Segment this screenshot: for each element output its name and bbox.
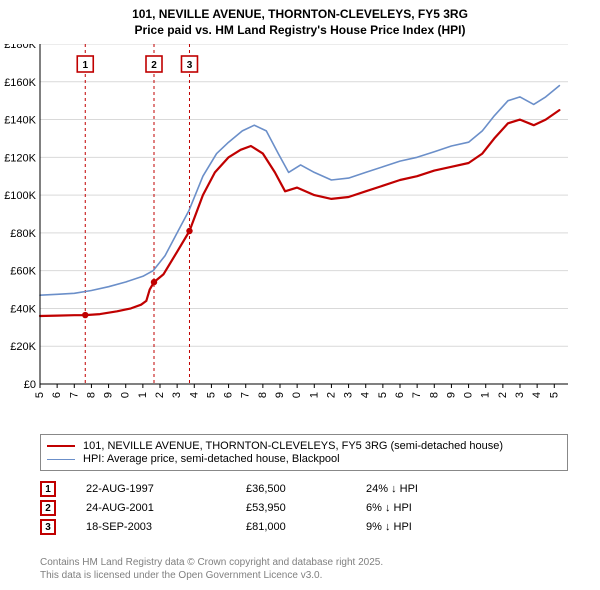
svg-text:3: 3	[187, 60, 193, 71]
svg-text:2: 2	[151, 60, 157, 71]
sale-price: £36,500	[246, 483, 366, 495]
svg-text:2025: 2025	[548, 392, 560, 398]
svg-text:2009: 2009	[274, 392, 286, 398]
sale-marker: 2	[40, 500, 56, 516]
svg-text:1995: 1995	[34, 392, 46, 398]
svg-text:2010: 2010	[291, 392, 303, 398]
svg-text:2020: 2020	[463, 392, 475, 398]
svg-text:2023: 2023	[514, 392, 526, 398]
title-line1: 101, NEVILLE AVENUE, THORNTON-CLEVELEYS,…	[0, 6, 600, 22]
svg-text:£0: £0	[24, 379, 36, 391]
legend-row: 101, NEVILLE AVENUE, THORNTON-CLEVELEYS,…	[47, 440, 561, 452]
svg-text:2021: 2021	[480, 392, 492, 398]
sale-date: 24-AUG-2001	[86, 502, 246, 514]
chart-svg: £0 £20K £40K £60K £80K £100K £120K £140K £160K £1…	[0, 44, 600, 398]
sale-diff: 24% ↓ HPI	[366, 483, 486, 495]
svg-text:2011: 2011	[308, 392, 320, 398]
legend-swatch	[47, 459, 75, 460]
svg-text:2024: 2024	[531, 392, 543, 398]
footnote: Contains HM Land Registry data © Crown c…	[40, 556, 568, 582]
svg-text:2008: 2008	[257, 392, 269, 398]
sale-diff: 9% ↓ HPI	[366, 521, 486, 533]
sales-table: 1 22-AUG-1997£36,50024% ↓ HPI 2 24-AUG-2001…	[40, 478, 568, 538]
legend-label: HPI: Average price, semi-detached house,…	[83, 453, 340, 465]
sale-date: 22-AUG-1997	[86, 483, 246, 495]
svg-text:1: 1	[82, 60, 88, 71]
legend-label: 101, NEVILLE AVENUE, THORNTON-CLEVELEYS,…	[83, 440, 503, 452]
svg-text:£180K: £180K	[4, 44, 36, 51]
svg-text:£20K: £20K	[10, 341, 36, 353]
legend-row: HPI: Average price, semi-detached house,…	[47, 453, 561, 465]
footnote-line1: Contains HM Land Registry data © Crown c…	[40, 556, 568, 569]
sales-row: 2 24-AUG-2001£53,9506% ↓ HPI	[40, 500, 568, 516]
sale-diff: 6% ↓ HPI	[366, 502, 486, 514]
svg-text:2003: 2003	[171, 392, 183, 398]
svg-text:2017: 2017	[411, 392, 423, 398]
svg-text:£80K: £80K	[10, 228, 36, 240]
sale-price: £81,000	[246, 521, 366, 533]
sale-marker: 3	[40, 519, 56, 535]
svg-text:2000: 2000	[120, 392, 132, 398]
legend: 101, NEVILLE AVENUE, THORNTON-CLEVELEYS,…	[40, 434, 568, 471]
svg-text:1999: 1999	[103, 392, 115, 398]
svg-text:2004: 2004	[188, 392, 200, 398]
svg-text:2007: 2007	[240, 392, 252, 398]
svg-text:2006: 2006	[223, 392, 235, 398]
footnote-line2: This data is licensed under the Open Gov…	[40, 569, 568, 582]
svg-text:£120K: £120K	[4, 152, 36, 164]
svg-text:2013: 2013	[343, 392, 355, 398]
svg-text:£40K: £40K	[10, 303, 36, 315]
legend-swatch	[47, 445, 75, 447]
svg-text:£160K: £160K	[4, 77, 36, 89]
svg-text:2022: 2022	[497, 392, 509, 398]
svg-text:2015: 2015	[377, 392, 389, 398]
sale-marker: 1	[40, 481, 56, 497]
chart-title: 101, NEVILLE AVENUE, THORNTON-CLEVELEYS,…	[0, 0, 600, 38]
svg-text:2019: 2019	[445, 392, 457, 398]
svg-text:2005: 2005	[205, 392, 217, 398]
chart-area: £0 £20K £40K £60K £80K £100K £120K £140K £160K £1…	[0, 44, 600, 398]
svg-text:2016: 2016	[394, 392, 406, 398]
sales-row: 1 22-AUG-1997£36,50024% ↓ HPI	[40, 481, 568, 497]
svg-text:2001: 2001	[137, 392, 149, 398]
svg-text:£60K: £60K	[10, 266, 36, 278]
svg-text:2012: 2012	[325, 392, 337, 398]
sales-row: 3 18-SEP-2003£81,0009% ↓ HPI	[40, 519, 568, 535]
sale-price: £53,950	[246, 502, 366, 514]
svg-text:2018: 2018	[428, 392, 440, 398]
svg-text:1996: 1996	[51, 392, 63, 398]
svg-text:1997: 1997	[68, 392, 80, 398]
svg-text:£100K: £100K	[4, 190, 36, 202]
svg-text:1998: 1998	[85, 392, 97, 398]
title-line2: Price paid vs. HM Land Registry's House …	[0, 22, 600, 38]
svg-text:2014: 2014	[360, 392, 372, 398]
sale-date: 18-SEP-2003	[86, 521, 246, 533]
svg-text:2002: 2002	[154, 392, 166, 398]
svg-text:£140K: £140K	[4, 115, 36, 127]
